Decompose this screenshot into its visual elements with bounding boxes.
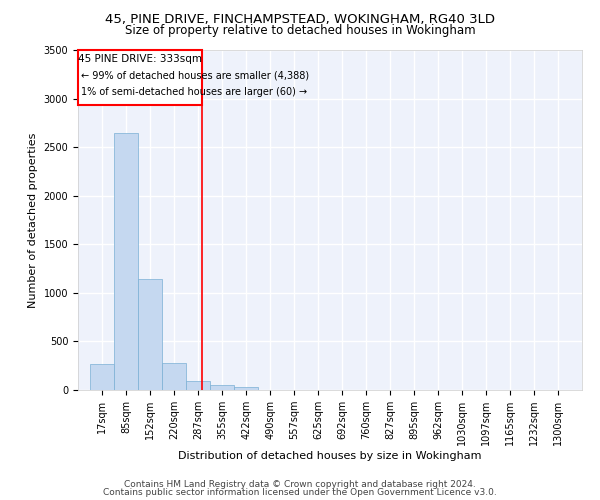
- Bar: [186, 382, 210, 390]
- Bar: [115, 132, 139, 390]
- Bar: [163, 363, 186, 390]
- Bar: [234, 387, 258, 390]
- Text: 1% of semi-detached houses are larger (60) →: 1% of semi-detached houses are larger (6…: [81, 87, 307, 97]
- Bar: [138, 279, 162, 390]
- Text: 45, PINE DRIVE, FINCHAMPSTEAD, WOKINGHAM, RG40 3LD: 45, PINE DRIVE, FINCHAMPSTEAD, WOKINGHAM…: [105, 12, 495, 26]
- Bar: [90, 364, 114, 390]
- Text: Size of property relative to detached houses in Wokingham: Size of property relative to detached ho…: [125, 24, 475, 37]
- Text: 45 PINE DRIVE: 333sqm: 45 PINE DRIVE: 333sqm: [78, 54, 202, 64]
- Text: ← 99% of detached houses are smaller (4,388): ← 99% of detached houses are smaller (4,…: [81, 70, 309, 81]
- X-axis label: Distribution of detached houses by size in Wokingham: Distribution of detached houses by size …: [178, 451, 482, 461]
- Text: Contains public sector information licensed under the Open Government Licence v3: Contains public sector information licen…: [103, 488, 497, 497]
- FancyBboxPatch shape: [78, 50, 202, 106]
- Y-axis label: Number of detached properties: Number of detached properties: [28, 132, 38, 308]
- Text: Contains HM Land Registry data © Crown copyright and database right 2024.: Contains HM Land Registry data © Crown c…: [124, 480, 476, 489]
- Bar: [211, 384, 234, 390]
